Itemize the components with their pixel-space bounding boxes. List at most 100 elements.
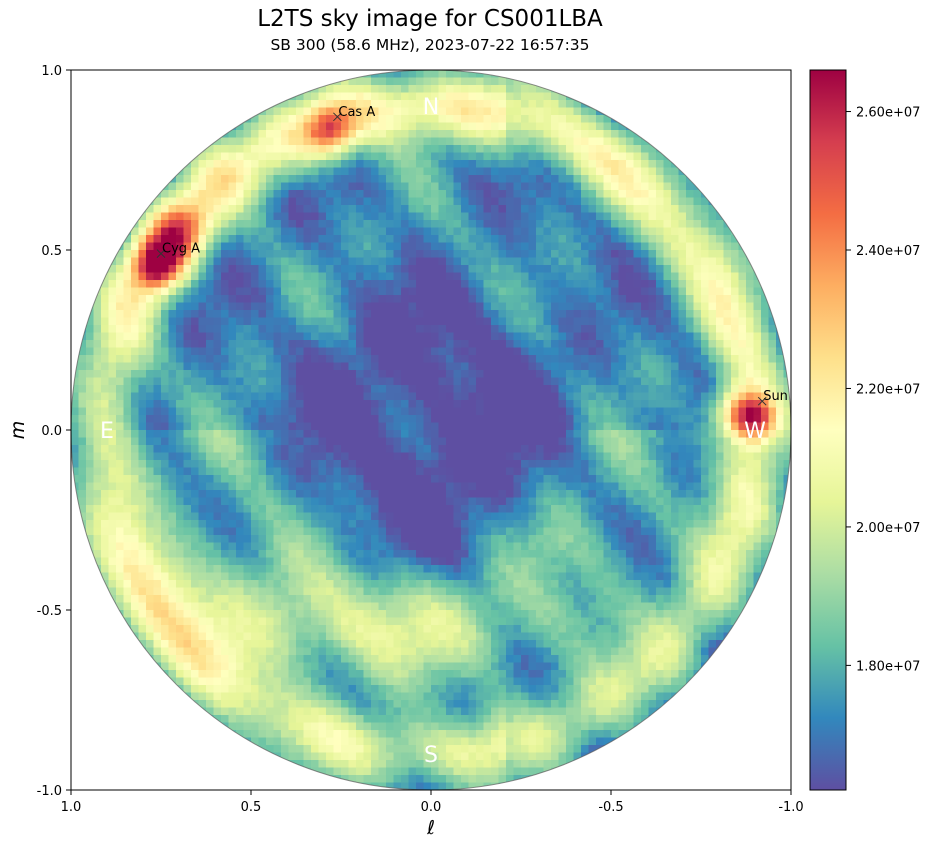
heatmap-cell xyxy=(86,482,95,491)
heatmap-cell xyxy=(506,362,515,371)
heatmap-cell xyxy=(236,610,245,619)
heatmap-cell xyxy=(146,587,155,596)
heatmap-cell xyxy=(296,430,305,439)
heatmap-cell xyxy=(446,542,455,551)
heatmap-cell xyxy=(93,437,102,446)
heatmap-cell xyxy=(371,625,380,634)
heatmap-cell xyxy=(243,610,252,619)
heatmap-cell xyxy=(491,347,500,356)
heatmap-cell xyxy=(453,617,462,626)
heatmap-cell xyxy=(243,160,252,169)
heatmap-cell xyxy=(243,235,252,244)
heatmap-cell xyxy=(483,572,492,581)
heatmap-cell xyxy=(446,715,455,724)
heatmap-cell xyxy=(281,160,290,169)
heatmap-cell xyxy=(318,737,327,746)
heatmap-cell xyxy=(176,310,185,319)
heatmap-cell xyxy=(348,92,357,101)
heatmap-cell xyxy=(476,317,485,326)
heatmap-cell xyxy=(198,497,207,506)
heatmap-cell xyxy=(491,512,500,521)
heatmap-cell xyxy=(303,662,312,671)
heatmap-cell xyxy=(146,295,155,304)
heatmap-cell xyxy=(513,497,522,506)
heatmap-cell xyxy=(213,182,222,191)
heatmap-cell xyxy=(363,332,372,341)
heatmap-cell xyxy=(461,542,470,551)
heatmap-cell xyxy=(258,692,267,701)
heatmap-cell xyxy=(476,602,485,611)
heatmap-cell xyxy=(498,310,507,319)
heatmap-cell xyxy=(356,752,365,761)
heatmap-cell xyxy=(506,385,515,394)
heatmap-cell xyxy=(176,377,185,386)
heatmap-cell xyxy=(123,557,132,566)
heatmap-cell xyxy=(243,542,252,551)
heatmap-cell xyxy=(356,527,365,536)
heatmap-cell xyxy=(146,235,155,244)
heatmap-cell xyxy=(371,572,380,581)
heatmap-cell xyxy=(161,347,170,356)
heatmap-cell xyxy=(438,452,447,461)
heatmap-cell xyxy=(303,145,312,154)
heatmap-cell xyxy=(446,730,455,739)
heatmap-cell xyxy=(131,317,140,326)
heatmap-cell xyxy=(101,377,110,386)
heatmap-cell xyxy=(101,497,110,506)
heatmap-cell xyxy=(476,122,485,131)
heatmap-cell xyxy=(498,302,507,311)
heatmap-cell xyxy=(386,235,395,244)
heatmap-cell xyxy=(221,527,230,536)
heatmap-cell xyxy=(138,625,147,634)
heatmap-cell xyxy=(521,767,530,776)
heatmap-cell xyxy=(401,475,410,484)
heatmap-cell xyxy=(446,370,455,379)
heatmap-cell xyxy=(438,707,447,716)
heatmap-cell xyxy=(161,640,170,649)
heatmap-cell xyxy=(363,167,372,176)
heatmap-cell xyxy=(146,370,155,379)
heatmap-cell xyxy=(386,542,395,551)
heatmap-cell xyxy=(446,452,455,461)
heatmap-cell xyxy=(378,182,387,191)
heatmap-cell xyxy=(498,182,507,191)
heatmap-cell xyxy=(168,595,177,604)
heatmap-cell xyxy=(236,197,245,206)
heatmap-cell xyxy=(78,377,87,386)
heatmap-cell xyxy=(266,685,275,694)
heatmap-cell xyxy=(491,467,500,476)
heatmap-cell xyxy=(176,520,185,529)
heatmap-cell xyxy=(228,407,237,416)
heatmap-cell xyxy=(491,670,500,679)
heatmap-cell xyxy=(273,737,282,746)
heatmap-cell xyxy=(198,602,207,611)
heatmap-cell xyxy=(266,745,275,754)
heatmap-cell xyxy=(401,340,410,349)
heatmap-cell xyxy=(506,715,515,724)
heatmap-cell xyxy=(461,602,470,611)
heatmap-cell xyxy=(476,235,485,244)
heatmap-cell xyxy=(416,670,425,679)
heatmap-cell xyxy=(453,550,462,559)
heatmap-cell xyxy=(183,197,192,206)
heatmap-cell xyxy=(153,242,162,251)
heatmap-cell xyxy=(138,527,147,536)
heatmap-cell xyxy=(311,280,320,289)
heatmap-cell xyxy=(506,265,515,274)
heatmap-cell xyxy=(258,160,267,169)
heatmap-cell xyxy=(273,377,282,386)
heatmap-cell xyxy=(506,445,515,454)
heatmap-cell xyxy=(296,137,305,146)
heatmap-cell xyxy=(123,587,132,596)
heatmap-cell xyxy=(348,235,357,244)
heatmap-cell xyxy=(363,722,372,731)
heatmap-cell xyxy=(266,190,275,199)
heatmap-cell xyxy=(393,460,402,469)
heatmap-cell xyxy=(266,392,275,401)
heatmap-cell xyxy=(356,295,365,304)
heatmap-cell xyxy=(153,602,162,611)
heatmap-cell xyxy=(378,655,387,664)
heatmap-cell xyxy=(288,587,297,596)
heatmap-cell xyxy=(183,647,192,656)
heatmap-cell xyxy=(161,527,170,536)
